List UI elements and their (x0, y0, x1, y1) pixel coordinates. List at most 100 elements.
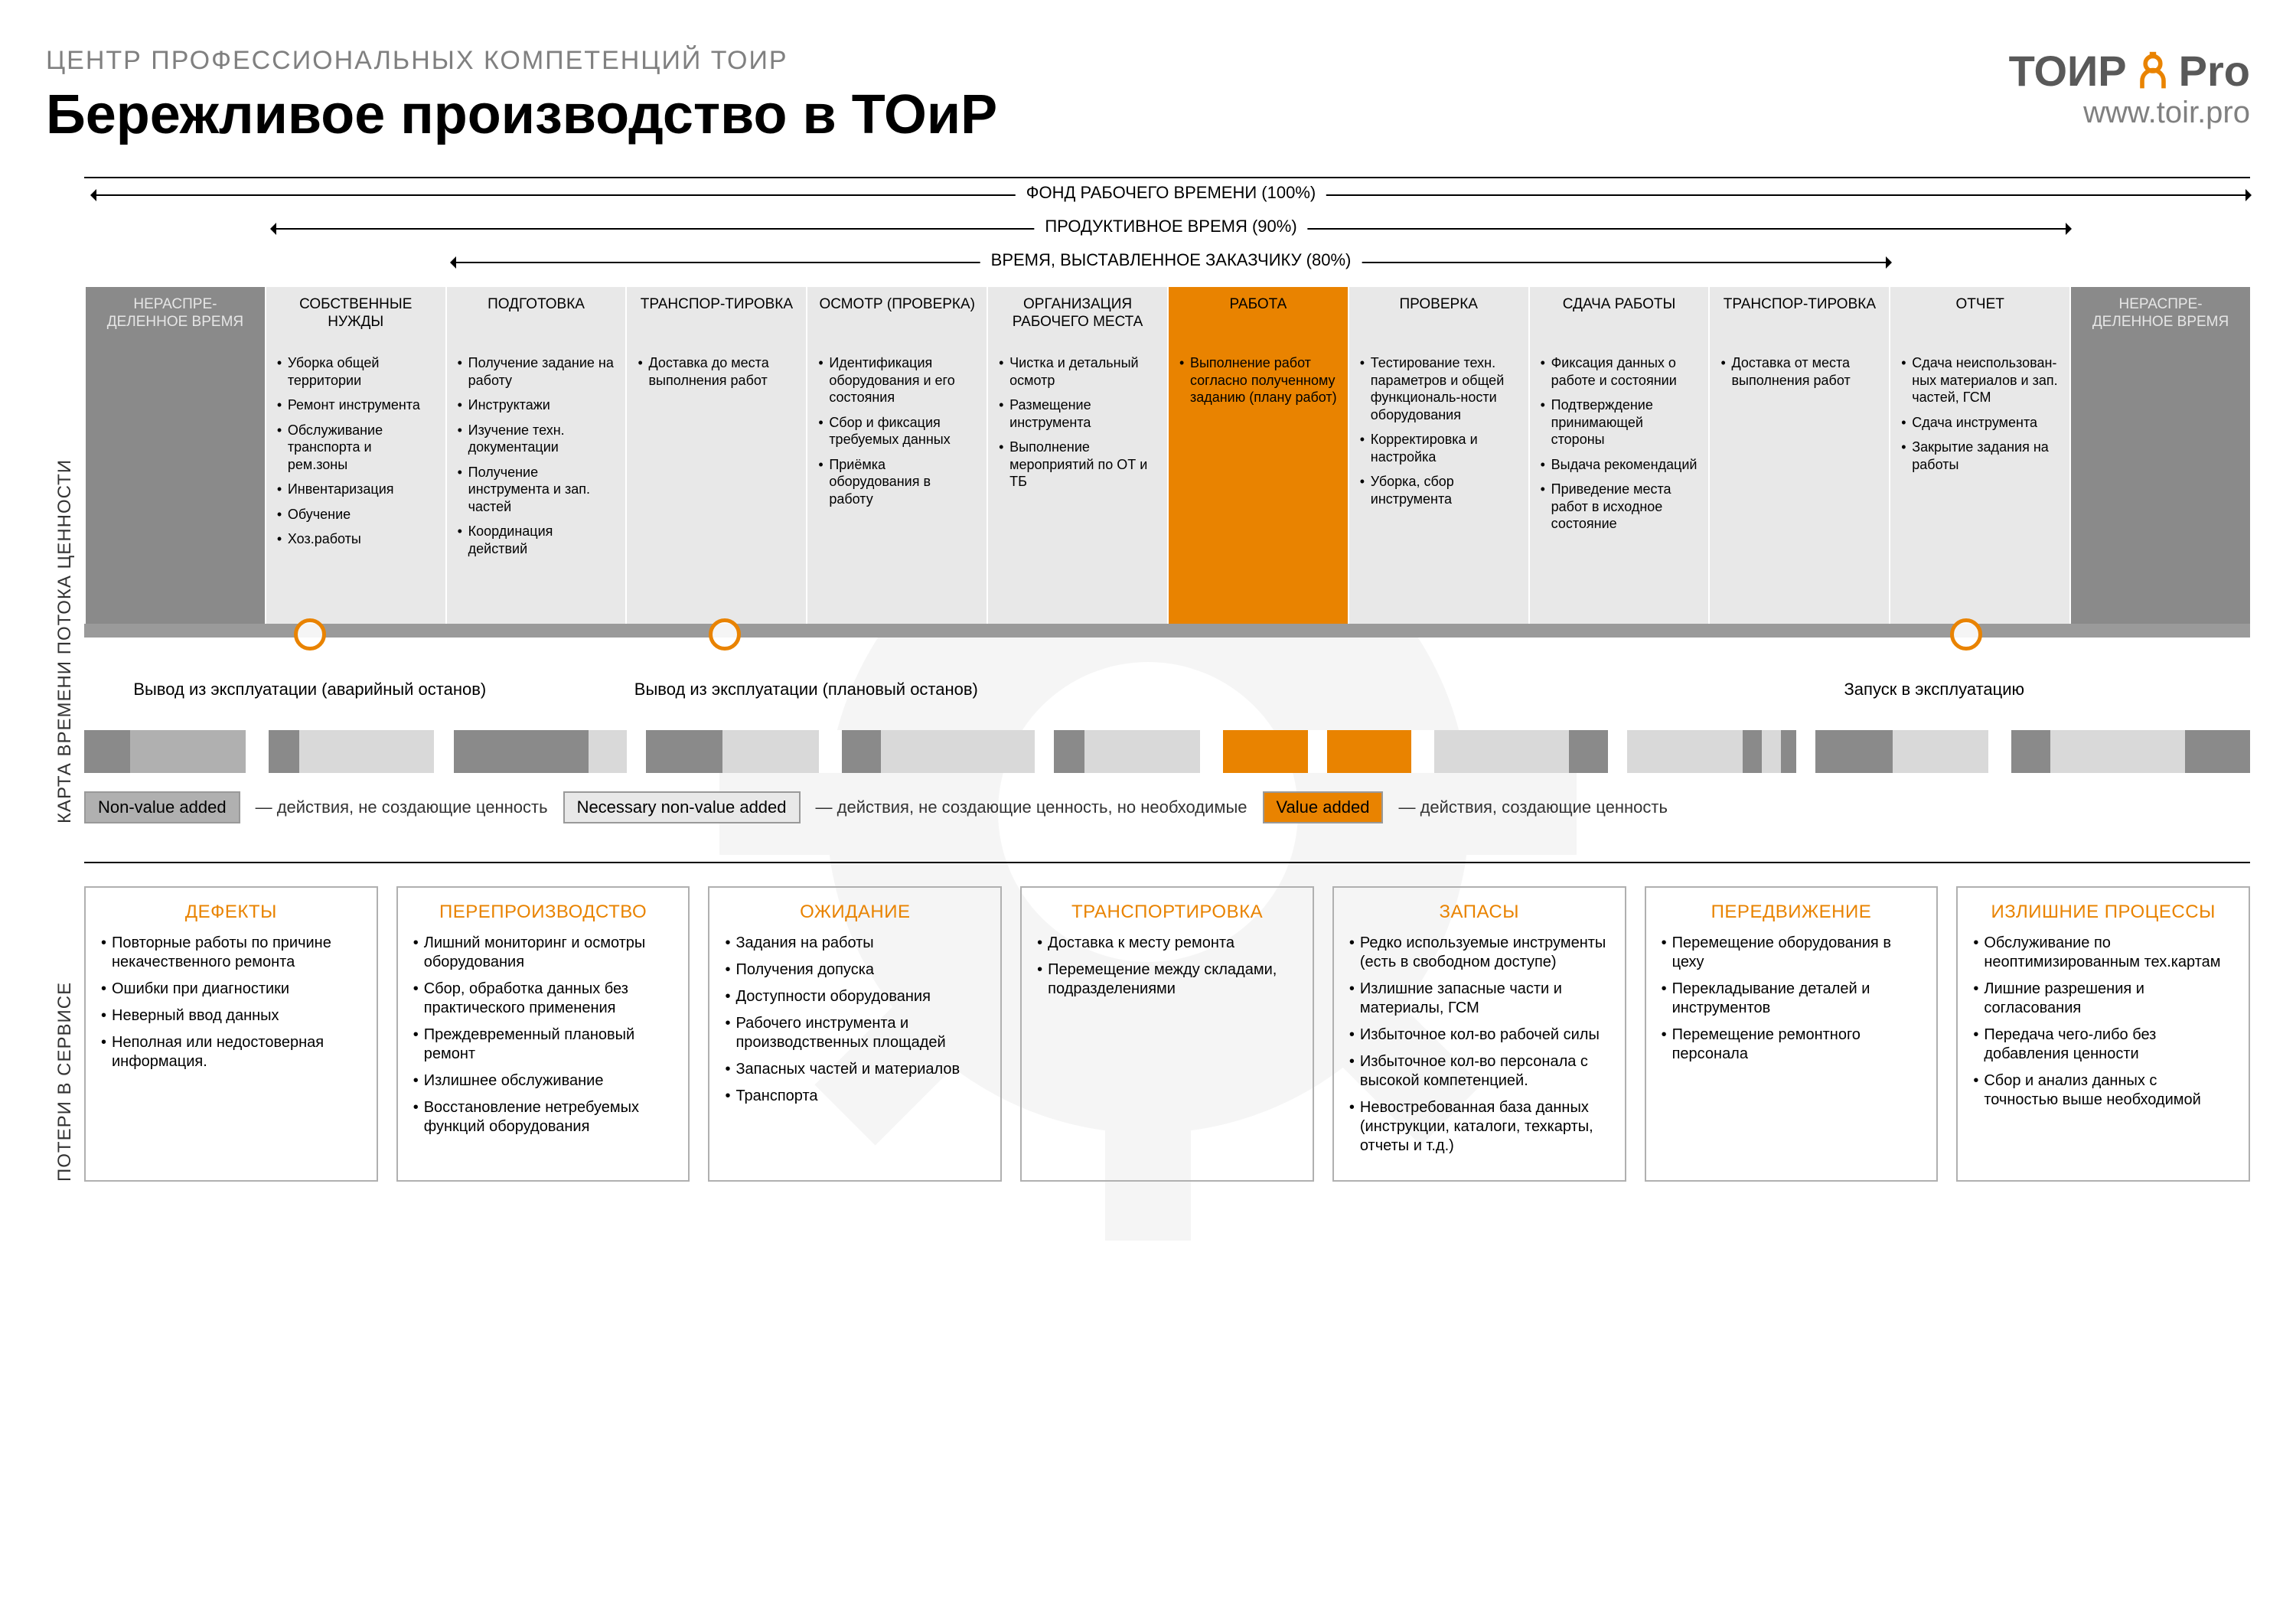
process-column: НЕРАСПРЕ-ДЕЛЕННОЕ ВРЕМЯ (2069, 287, 2250, 624)
loss-item: Ошибки при диагностики (101, 980, 361, 999)
column-item: Инвентаризация (277, 481, 435, 498)
column-item: Идентификация оборудования и его состоян… (818, 354, 976, 406)
loss-card-title: ЗАПАСЫ (1349, 902, 1609, 923)
legend-row: Non-value added— действия, не создающие … (84, 791, 2250, 823)
column-item: Обслуживание транспорта и рем.зоны (277, 422, 435, 474)
loss-item: Повторные работы по причине некачественн… (101, 934, 361, 972)
logo-icon (2131, 50, 2174, 93)
column-header: ПРОВЕРКА (1360, 296, 1518, 342)
barcode-segment (1084, 730, 1200, 773)
stop-markers-row: Вывод из эксплуатации (аварийный останов… (84, 680, 2250, 699)
process-column: ПРОВЕРКА Тестирование техн. параметров и … (1348, 287, 1528, 624)
section1-vertical-label: КАРТА ВРЕМЕНИ ПОТОКА ЦЕННОСТИ (46, 177, 84, 823)
barcode-segment (1762, 730, 1781, 773)
barcode-segment (269, 730, 299, 773)
barcode-segment (1608, 730, 1627, 773)
loss-item: Лишний мониторинг и осмотры оборудования (413, 934, 673, 972)
column-item: Доставка от места выполнения работ (1720, 354, 1878, 389)
loss-card-title: ИЗЛИШНИЕ ПРОЦЕССЫ (1973, 902, 2233, 923)
barcode-segment (1893, 730, 1989, 773)
barcode-segment (1569, 730, 1607, 773)
barcode-segment (1627, 730, 1743, 773)
stop-circle-icon (294, 618, 326, 651)
column-item: Получение инструмента и зап. частей (458, 464, 615, 516)
column-item: Уборка общей территории (277, 354, 435, 389)
loss-item: Сбор, обработка данных без практического… (413, 980, 673, 1018)
barcode-segment (842, 730, 880, 773)
column-item: Приёмка оборудования в работу (818, 456, 976, 508)
barcode-segment (1411, 730, 1434, 773)
loss-item: Избыточное кол-во персонала с высокой ко… (1349, 1052, 1609, 1091)
barcode-segment (246, 730, 269, 773)
column-item: Получение задание на работу (458, 354, 615, 389)
loss-item: Неверный ввод данных (101, 1006, 361, 1026)
column-item: Фиксация данных о работе и состоянии (1541, 354, 1698, 389)
time-barcode (84, 730, 2250, 773)
loss-card: ИЗЛИШНИЕ ПРОЦЕССЫ Обслуживание по неоптим… (1956, 886, 2250, 1182)
barcode-segment (299, 730, 434, 773)
loss-card: ТРАНСПОРТИРОВКАДоставка к месту ремонтаП… (1020, 886, 1314, 1182)
column-item: Чистка и детальный осмотр (999, 354, 1156, 389)
loss-item: Рабочего инструмента и производственных … (725, 1014, 985, 1052)
column-item: Сдача неиспользован-ных материалов и зап… (1901, 354, 2059, 406)
column-header: ПОДГОТОВКА (458, 296, 615, 342)
barcode-segment (2185, 730, 2204, 773)
column-item: Координация действий (458, 523, 615, 557)
column-header: РАБОТА (1179, 296, 1337, 342)
stops-separator (84, 624, 2250, 638)
loss-item: Лишние разрешения и согласования (1973, 980, 2233, 1018)
website-url: www.toir.pro (2009, 96, 2250, 130)
barcode-segment (1743, 730, 1762, 773)
column-header: ОСМОТР (ПРОВЕРКА) (818, 296, 976, 342)
column-header: НЕРАСПРЕ-ДЕЛЕННОЕ ВРЕМЯ (96, 296, 254, 342)
legend-text: — действия, не создающие ценность (256, 797, 548, 817)
barcode-segment (722, 730, 819, 773)
column-item: Хоз.работы (277, 530, 435, 548)
barcode-segment (881, 730, 1035, 773)
loss-item: Задания на работы (725, 934, 985, 953)
loss-item: Излишние запасные части и материалы, ГСМ (1349, 980, 1609, 1018)
column-header: ОРГАНИЗАЦИЯ РАБОЧЕГО МЕСТА (999, 296, 1156, 342)
column-item: Приведение места работ в исходное состоя… (1541, 481, 1698, 533)
barcode-segment (2204, 730, 2250, 773)
column-item: Доставка до места выполнения работ (638, 354, 795, 389)
loss-item: Перемещение между складами, подразделени… (1037, 960, 1297, 999)
process-column: ПОДГОТОВКАПолучение задание на работуИнс… (445, 287, 626, 624)
legend-text: — действия, создающие ценность (1398, 797, 1667, 817)
stop-label: Вывод из эксплуатации (аварийный останов… (84, 680, 536, 699)
barcode-segment (646, 730, 723, 773)
loss-item: Перекладывание деталей и инструментов (1662, 980, 1922, 1018)
barcode-segment (130, 730, 246, 773)
time-arrow: ПРОДУКТИВНОЕ ВРЕМЯ (90%) (92, 212, 2250, 246)
barcode-segment (1327, 730, 1412, 773)
column-item: Выполнение мероприятий по ОТ и ТБ (999, 439, 1156, 491)
column-item: Выдача рекомендаций (1541, 456, 1698, 474)
barcode-segment (2050, 730, 2185, 773)
loss-item: Обслуживание по неоптимизированным тех.к… (1973, 934, 2233, 972)
process-columns: НЕРАСПРЕ-ДЕЛЕННОЕ ВРЕМЯСОБСТВЕННЫЕ НУЖДЫ… (84, 287, 2250, 624)
column-item: Сбор и фиксация требуемых данных (818, 414, 976, 448)
loss-item: Доступности оборудования (725, 987, 985, 1006)
loss-card-title: ТРАНСПОРТИРОВКА (1037, 902, 1297, 923)
column-item: Размещение инструмента (999, 396, 1156, 431)
loss-card-title: ДЕФЕКТЫ (101, 902, 361, 923)
barcode-segment (1434, 730, 1569, 773)
time-arrow: ВРЕМЯ, ВЫСТАВЛЕННОЕ ЗАКАЗЧИКУ (80%) (92, 246, 2250, 279)
loss-item: Передача чего-либо без добавления ценнос… (1973, 1026, 2233, 1064)
process-column: РАБОТАВыполнение работ согласно полученн… (1167, 287, 1348, 624)
stop-marker: Запуск в эксплуатацию (1619, 680, 2250, 699)
process-column: НЕРАСПРЕ-ДЕЛЕННОЕ ВРЕМЯ (84, 287, 265, 624)
section2-vertical-label: ПОТЕРИ В СЕРВИСЕ (46, 862, 84, 1182)
process-column: ТРАНСПОР-ТИРОВКАДоставка от места выполн… (1708, 287, 1889, 624)
column-item: Изучение техн. документации (458, 422, 615, 456)
loss-item: Перемещение ремонтного персонала (1662, 1026, 1922, 1064)
header: ЦЕНТР ПРОФЕССИОНАЛЬНЫХ КОМПЕТЕНЦИЙ ТОиР … (46, 46, 2250, 146)
loss-item: Сбор и анализ данных с точностью выше не… (1973, 1071, 2233, 1110)
barcode-segment (1308, 730, 1327, 773)
column-item: Корректировка и настройка (1360, 431, 1518, 465)
stop-marker: Вывод из эксплуатации (плановый останов) (536, 680, 1078, 699)
logo: ТОИР Pro (2009, 46, 2250, 96)
loss-card: ЗАПАСЫРедко используемые инструменты (ес… (1332, 886, 1626, 1182)
column-item: Тестирование техн. параметров и общей фу… (1360, 354, 1518, 423)
loss-card-title: ОЖИДАНИЕ (725, 902, 985, 923)
